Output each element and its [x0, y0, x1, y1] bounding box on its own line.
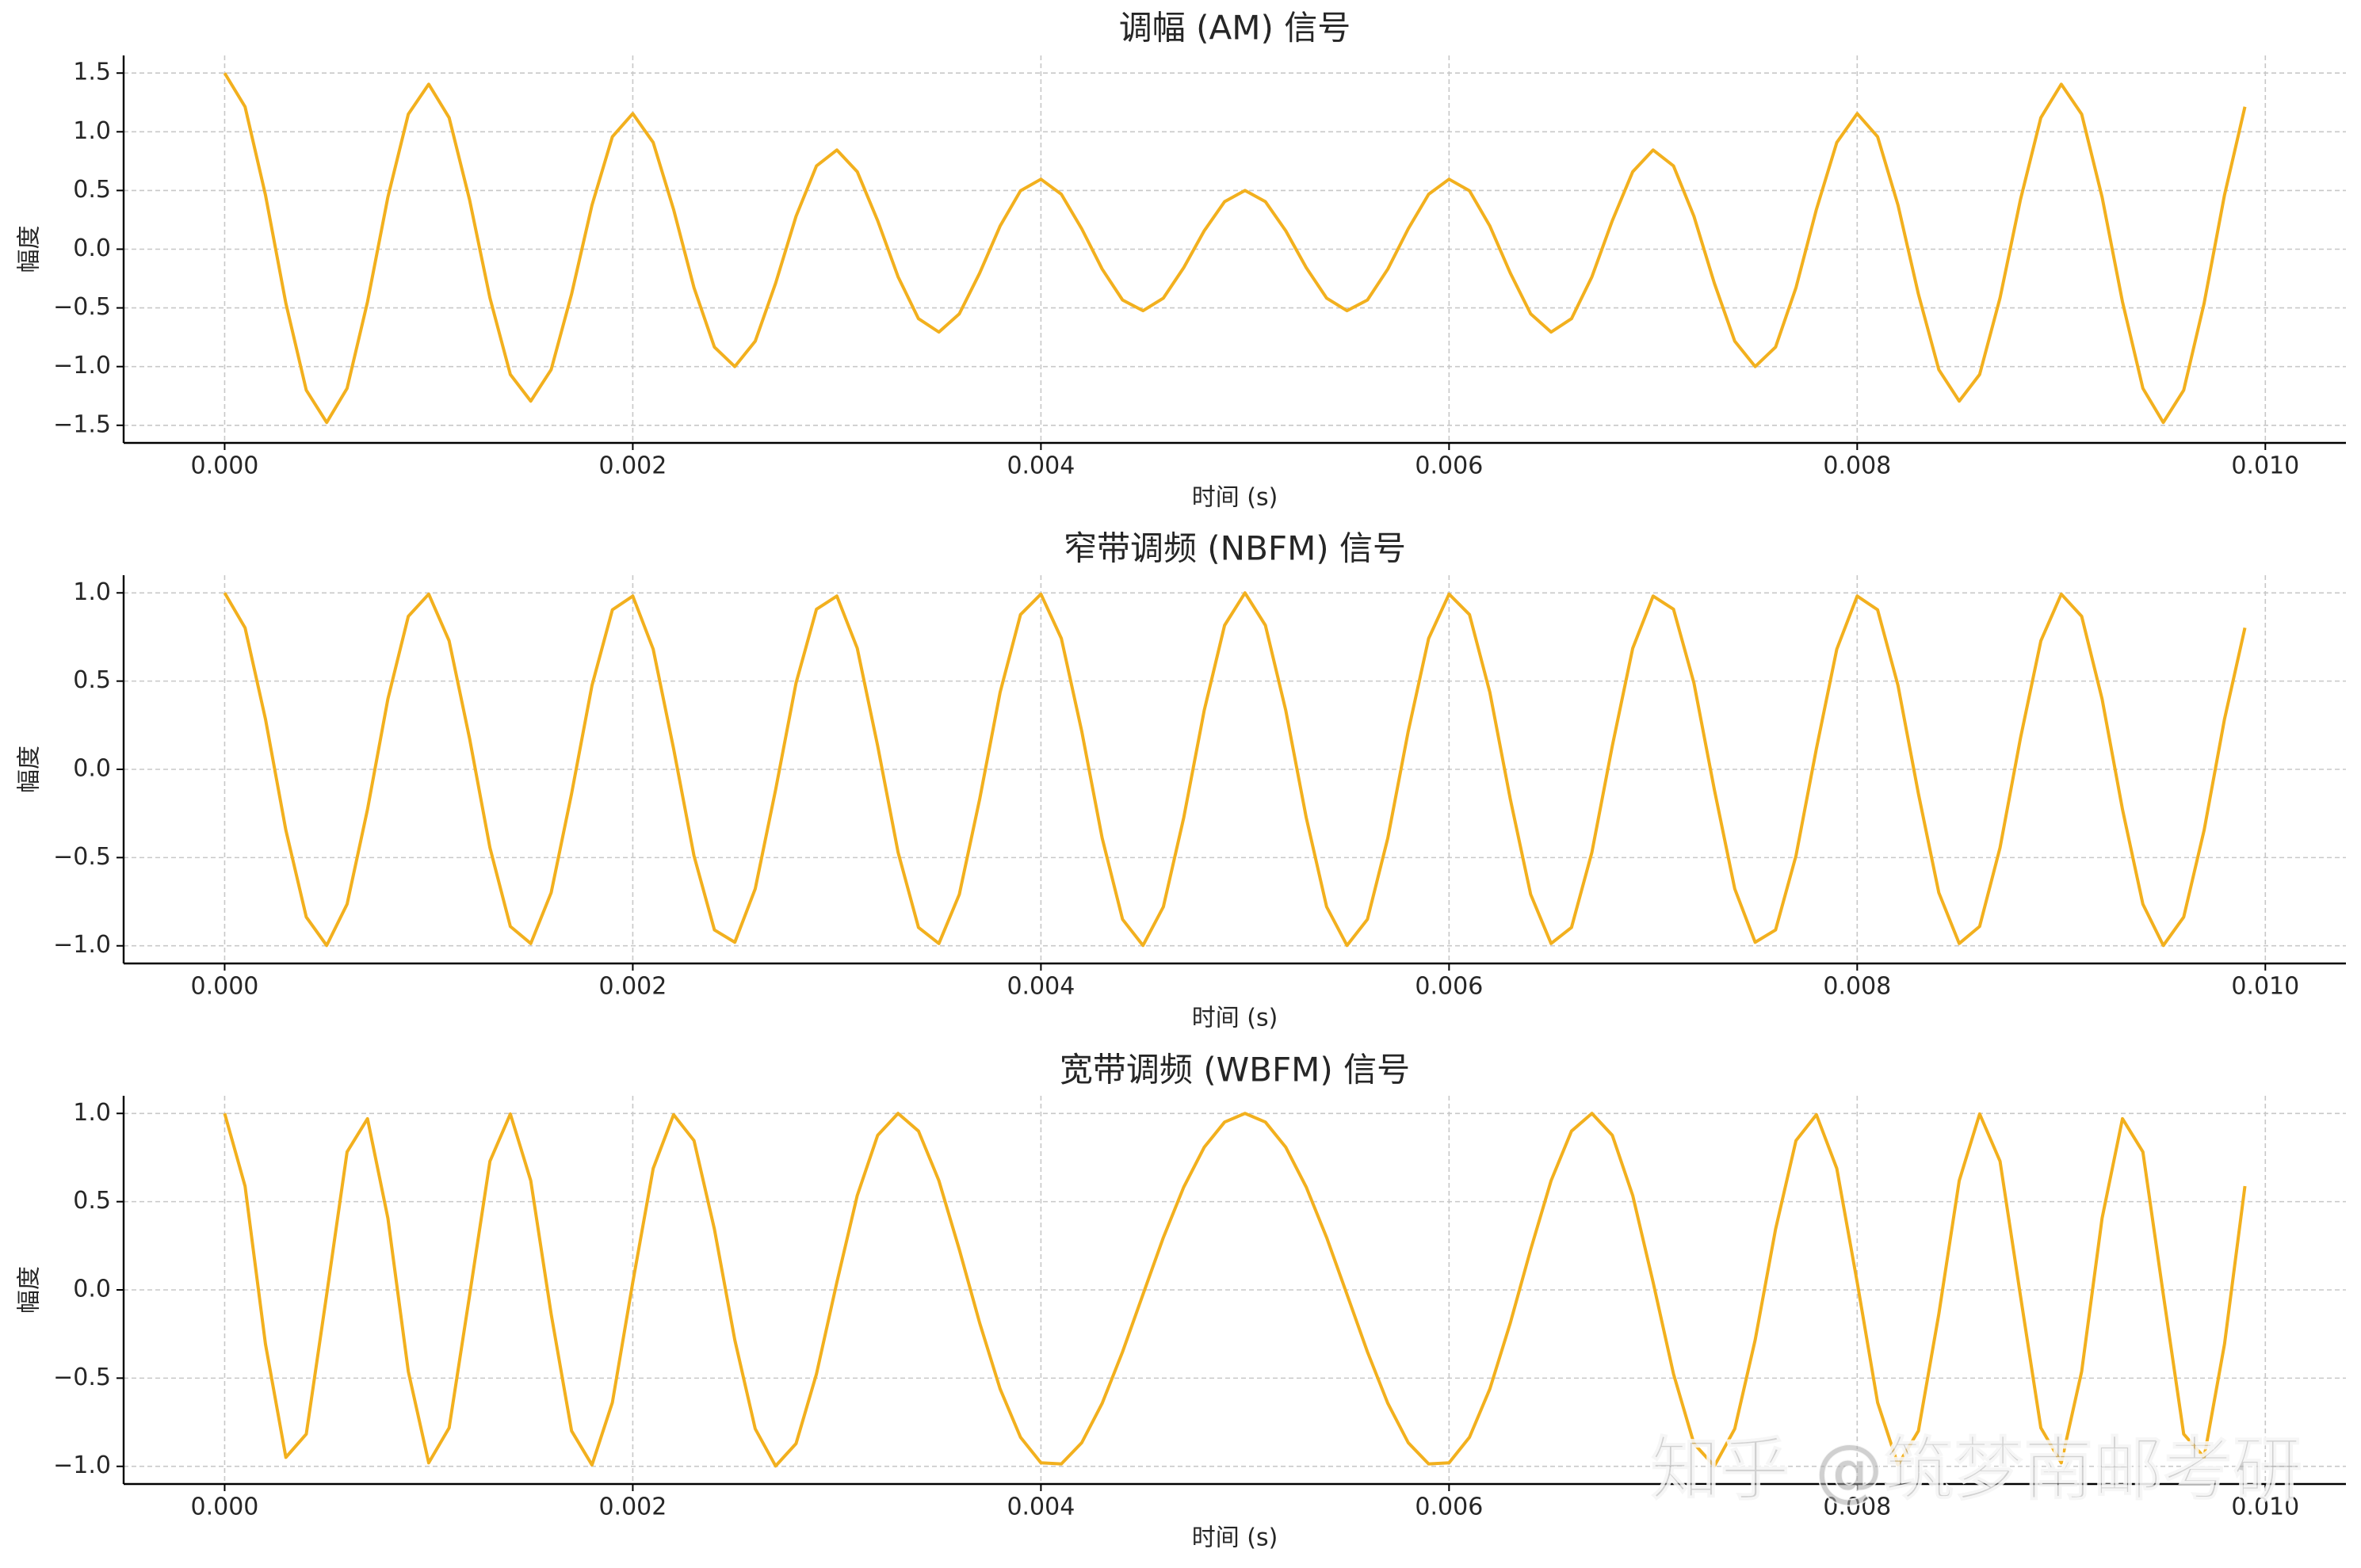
x-tick-label: 0.006	[1415, 1494, 1483, 1521]
subplot: 0.000 0.002 0.004 0.006 0.008 0.010 −1.0 −0.5 0.…	[16, 529, 2346, 1032]
y-tick-label: −1.0	[53, 931, 111, 959]
x-tick-label: 0.006	[1415, 452, 1483, 480]
y-tick-label: −0.5	[53, 293, 111, 321]
y-tick-label: −0.5	[53, 843, 111, 871]
signal-line	[223, 72, 2247, 425]
x-axis-label: 时间 (s)	[1192, 1524, 1278, 1552]
signal-line	[223, 591, 2247, 948]
x-tick-label: 0.010	[2231, 452, 2299, 480]
x-tick-label: 0.002	[598, 1494, 667, 1521]
x-tick-label: 0.000	[191, 452, 259, 480]
chart-title: 宽带调频 (WBFM) 信号	[1060, 1051, 1410, 1089]
x-tick-label: 0.008	[1823, 452, 1891, 480]
y-axis-label: 幅度	[16, 746, 44, 793]
x-tick-label: 0.004	[1007, 452, 1075, 480]
y-axis-label: 幅度	[16, 226, 44, 273]
x-tick-label: 0.000	[191, 973, 259, 1001]
y-tick-label: 1.5	[73, 59, 111, 86]
x-tick-label: 0.008	[1823, 1494, 1891, 1521]
subplot: 0.000 0.002 0.004 0.006 0.008 0.010 −1.0 −0.5 0.…	[16, 1051, 2346, 1552]
x-tick-label: 0.004	[1007, 973, 1075, 1001]
y-tick-label: 1.0	[73, 117, 111, 145]
y-tick-label: 1.0	[73, 1099, 111, 1127]
chart-title: 窄带调频 (NBFM) 信号	[1064, 529, 1406, 568]
x-tick-label: 0.000	[191, 1494, 259, 1521]
x-tick-label: 0.004	[1007, 1494, 1075, 1521]
x-axis-label: 时间 (s)	[1192, 1005, 1278, 1032]
watermark: 知乎 @筑梦南邮考研	[1650, 1429, 2302, 1510]
x-axis-label: 时间 (s)	[1192, 484, 1278, 512]
y-tick-label: 0.5	[73, 1187, 111, 1215]
y-tick-label: 0.0	[73, 755, 111, 783]
y-tick-label: −1.0	[53, 1452, 111, 1479]
signal-line	[223, 1112, 2247, 1468]
subplot: 0.000 0.002 0.004 0.006 0.008 0.010 −1.5 −1.0 −0…	[16, 9, 2346, 512]
chart-title: 调幅 (AM) 信号	[1119, 9, 1351, 48]
y-tick-label: −1.5	[53, 410, 111, 438]
y-tick-label: 1.0	[73, 578, 111, 606]
x-tick-label: 0.008	[1823, 973, 1891, 1001]
x-tick-label: 0.010	[2231, 1494, 2299, 1521]
x-tick-label: 0.002	[598, 973, 667, 1001]
x-tick-label: 0.006	[1415, 973, 1483, 1001]
y-axis-label: 幅度	[16, 1266, 44, 1314]
x-tick-label: 0.010	[2231, 973, 2299, 1001]
y-tick-label: 0.5	[73, 176, 111, 204]
y-tick-label: −0.5	[53, 1364, 111, 1391]
y-tick-label: 0.0	[73, 235, 111, 262]
y-tick-label: 0.5	[73, 666, 111, 694]
y-tick-label: 0.0	[73, 1276, 111, 1303]
y-tick-label: −1.0	[53, 352, 111, 380]
x-tick-label: 0.002	[598, 452, 667, 480]
